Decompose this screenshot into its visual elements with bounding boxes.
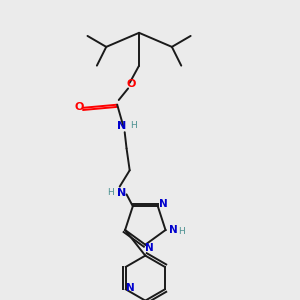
Text: N: N — [126, 284, 135, 293]
Text: N: N — [145, 243, 153, 254]
Text: N: N — [169, 225, 178, 235]
Text: H: H — [108, 188, 114, 197]
Text: H: H — [130, 121, 137, 130]
Text: O: O — [75, 102, 84, 112]
Text: O: O — [127, 79, 136, 89]
Text: N: N — [159, 199, 168, 209]
Text: H: H — [178, 227, 184, 236]
Text: N: N — [117, 188, 127, 198]
Text: N: N — [117, 121, 127, 130]
